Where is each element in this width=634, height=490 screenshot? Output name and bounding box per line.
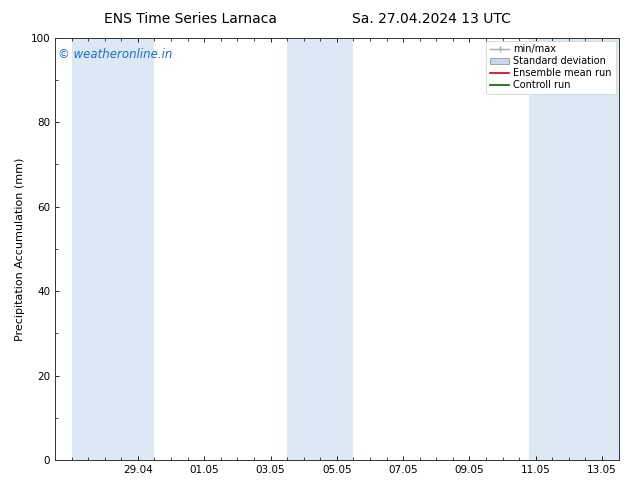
Bar <box>287 38 353 460</box>
Text: © weatheronline.in: © weatheronline.in <box>58 48 172 61</box>
Text: Sa. 27.04.2024 13 UTC: Sa. 27.04.2024 13 UTC <box>352 12 510 26</box>
Legend: min/max, Standard deviation, Ensemble mean run, Controll run: min/max, Standard deviation, Ensemble me… <box>486 41 616 94</box>
Bar <box>72 38 155 460</box>
Y-axis label: Precipitation Accumulation (mm): Precipitation Accumulation (mm) <box>15 157 25 341</box>
Text: ENS Time Series Larnaca: ENS Time Series Larnaca <box>104 12 276 26</box>
Bar <box>529 38 619 460</box>
